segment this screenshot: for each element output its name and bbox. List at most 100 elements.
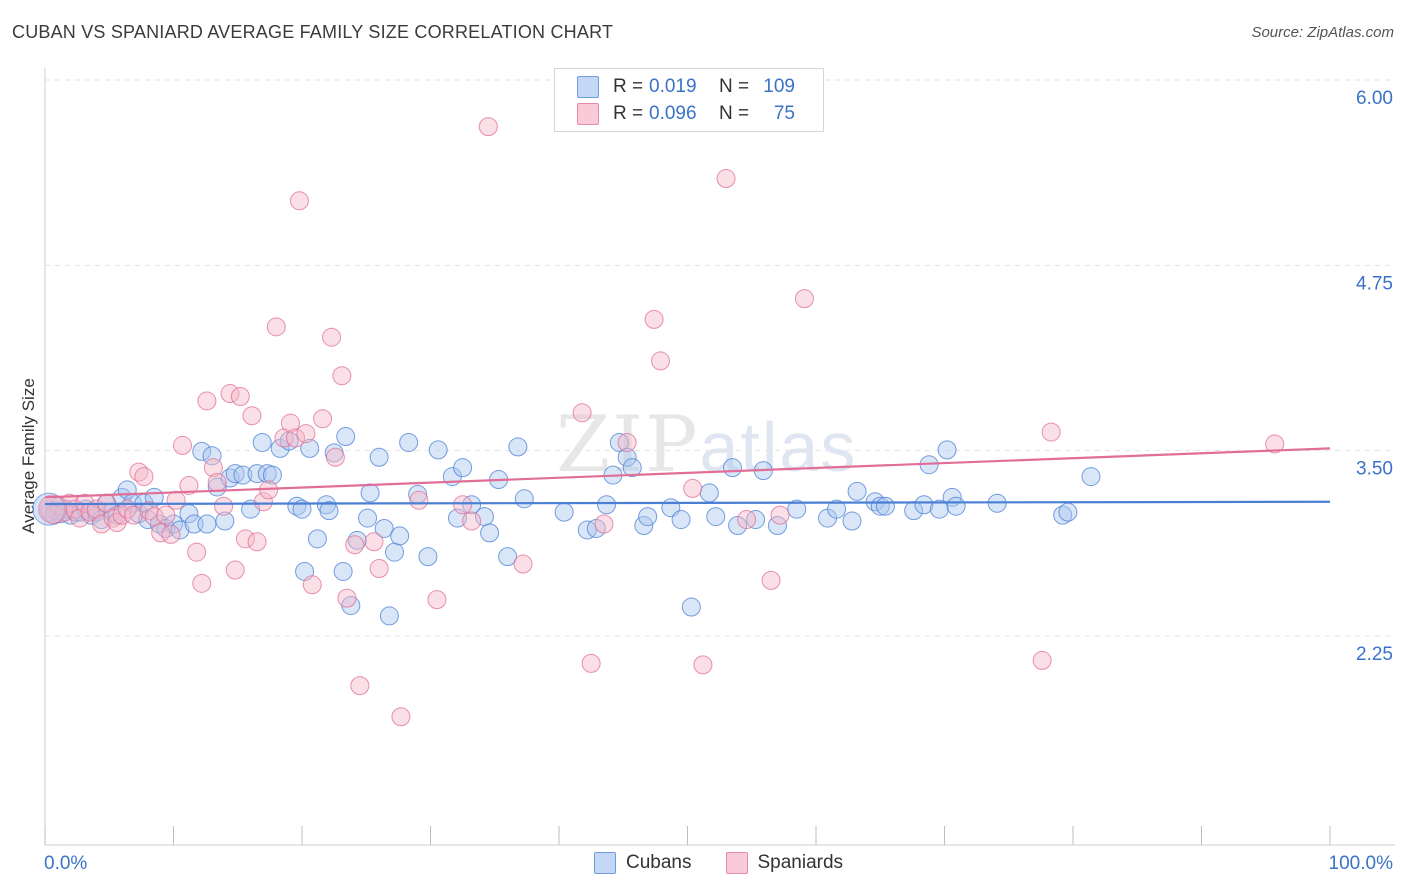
- spaniard-point: [770, 505, 790, 525]
- r-label: R =: [613, 103, 644, 124]
- spaniard-point: [1265, 434, 1285, 454]
- cuban-point: [480, 523, 500, 543]
- legend-item-cubans[interactable]: Cubans: [594, 852, 692, 874]
- cuban-point: [597, 495, 617, 515]
- spaniard-point: [581, 653, 601, 673]
- stats-legend: R = 0.019 N = 109 R = 0.096 N = 75: [554, 68, 824, 132]
- spaniard-point: [172, 435, 192, 455]
- n-label: N =: [719, 103, 750, 124]
- spaniard-point: [391, 707, 411, 727]
- spaniard-point: [197, 391, 217, 411]
- spaniard-point: [364, 532, 384, 552]
- spaniard-point: [1032, 650, 1052, 670]
- cuban-point: [307, 529, 327, 549]
- cuban-point: [875, 496, 895, 516]
- cubans-swatch: [594, 852, 616, 874]
- legend-item-spaniards[interactable]: Spaniards: [725, 852, 843, 874]
- cuban-point: [1058, 502, 1078, 522]
- spaniard-point: [693, 655, 713, 675]
- cuban-point: [247, 464, 267, 484]
- cuban-point: [319, 501, 339, 521]
- spaniard-point: [92, 514, 112, 534]
- spaniard-point: [247, 532, 267, 552]
- spaniard-point: [761, 570, 781, 590]
- spaniard-point: [187, 542, 207, 562]
- spaniard-point: [716, 169, 736, 189]
- cuban-point: [418, 547, 438, 567]
- spaniards-swatch: [577, 103, 599, 125]
- series-legend: Cubans Spaniards: [594, 852, 877, 874]
- spaniard-point: [345, 535, 365, 555]
- r-value-spaniards: 0.096: [649, 103, 697, 124]
- spaniard-cluster-point: [38, 494, 68, 524]
- cuban-point: [508, 437, 528, 457]
- spaniard-point: [70, 508, 90, 528]
- spaniard-point: [179, 475, 199, 495]
- cuban-point: [197, 514, 217, 534]
- spaniard-point: [112, 505, 132, 525]
- spaniard-point: [302, 575, 322, 595]
- cuban-point: [170, 520, 190, 540]
- spaniard-point: [289, 191, 309, 211]
- legend-row-cubans: R = 0.019 N = 109: [577, 75, 795, 99]
- spaniard-point: [683, 478, 703, 498]
- spaniards-swatch: [725, 852, 748, 874]
- source-label: Source: ZipAtlas.com: [1251, 24, 1394, 41]
- spaniard-point: [409, 490, 429, 510]
- cuban-point: [390, 526, 410, 546]
- spaniard-point: [192, 573, 212, 593]
- spaniard-point: [266, 317, 286, 337]
- cuban-point: [379, 606, 399, 626]
- spaniard-point: [337, 588, 357, 608]
- spaniard-point: [203, 458, 223, 478]
- spaniard-point: [156, 505, 176, 525]
- spaniard-point: [369, 558, 389, 578]
- cuban-point: [638, 507, 658, 527]
- cuban-point: [847, 481, 867, 501]
- cuban-point: [262, 465, 282, 485]
- spaniard-point: [572, 403, 592, 423]
- spaniard-point: [737, 510, 757, 530]
- spaniard-point: [242, 406, 262, 426]
- spaniard-point: [332, 366, 352, 386]
- cuban-point: [617, 447, 637, 467]
- cuban-point: [842, 511, 862, 531]
- cuban-point: [787, 499, 807, 519]
- spaniard-point: [350, 676, 370, 696]
- cuban-point: [554, 502, 574, 522]
- cuban-point: [681, 597, 701, 617]
- spaniard-point: [161, 524, 181, 544]
- y-tick-label: 6.00: [1356, 88, 1393, 109]
- spaniard-point: [644, 309, 664, 329]
- spaniard-point: [453, 495, 473, 515]
- spaniard-point: [207, 472, 227, 492]
- cuban-point: [929, 499, 949, 519]
- y-tick-label: 4.75: [1356, 273, 1393, 294]
- n-value-spaniards: 75: [773, 103, 795, 124]
- cuban-point: [428, 440, 448, 460]
- spaniard-point: [253, 492, 273, 512]
- cuban-point: [336, 427, 356, 447]
- cuban-point: [292, 499, 312, 519]
- cuban-point: [622, 458, 642, 478]
- spaniard-point: [313, 409, 333, 429]
- cuban-point: [192, 441, 212, 461]
- y-tick-label: 2.25: [1356, 644, 1393, 665]
- spaniard-point: [513, 554, 533, 574]
- cuban-point: [360, 483, 380, 503]
- spaniard-point: [594, 514, 614, 534]
- chart-title: CUBAN VS SPANIARD AVERAGE FAMILY SIZE CO…: [12, 22, 614, 42]
- spaniard-point: [214, 496, 234, 516]
- cuban-point: [453, 458, 473, 478]
- spaniard-point: [225, 560, 245, 580]
- cuban-point: [369, 447, 389, 467]
- cubans-swatch: [577, 76, 599, 98]
- cuban-point: [374, 518, 394, 538]
- spaniard-point: [651, 351, 671, 371]
- spaniard-point: [230, 386, 250, 406]
- spaniard-point: [124, 505, 144, 525]
- r-label: R =: [613, 76, 644, 97]
- cuban-point: [671, 510, 691, 530]
- spaniard-point: [322, 327, 342, 347]
